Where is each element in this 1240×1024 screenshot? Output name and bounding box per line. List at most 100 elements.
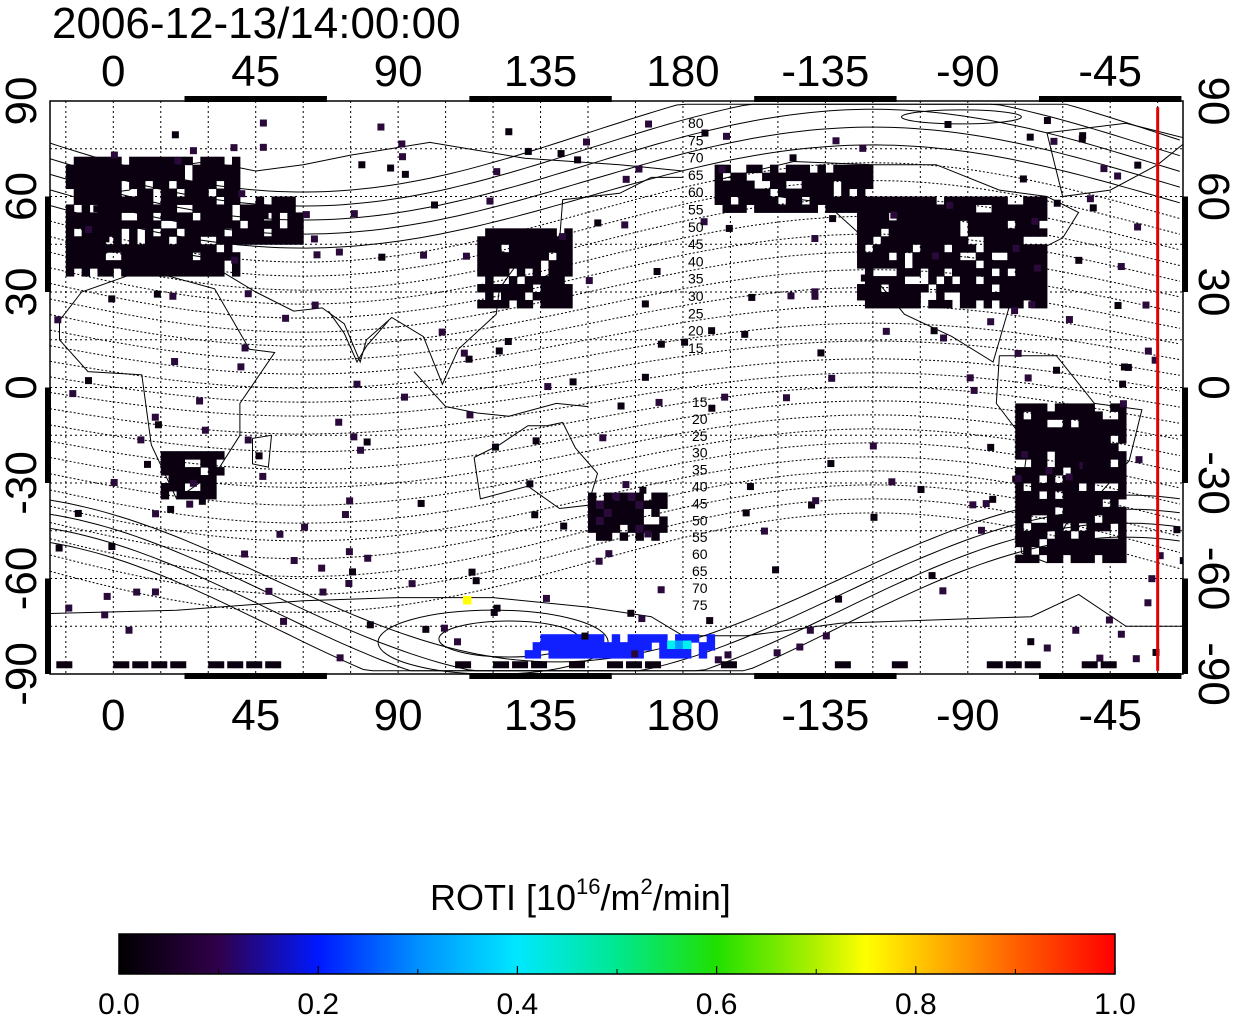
roti-pixel xyxy=(1062,459,1072,468)
roti-pixel xyxy=(777,180,787,190)
roti-pixel xyxy=(55,544,63,552)
roti-pixel xyxy=(603,492,613,502)
roti-pixel xyxy=(667,650,676,659)
roti-pixel xyxy=(975,284,985,293)
roti-pixel xyxy=(651,500,660,509)
contour-label-north: 20 xyxy=(688,323,704,339)
roti-pixel xyxy=(806,626,814,634)
roti-pixel xyxy=(999,196,1008,205)
roti-pixel xyxy=(1072,626,1080,634)
roti-pixel xyxy=(144,220,154,229)
roti-pixel xyxy=(1102,490,1111,500)
roti-pixel xyxy=(983,292,993,301)
roti-pixel xyxy=(1086,411,1095,420)
roti-pixel xyxy=(81,268,91,277)
roti-pixel xyxy=(129,172,138,182)
x-tick-label-top: 180 xyxy=(646,47,719,96)
roti-pixel xyxy=(548,634,557,643)
roti-pixel xyxy=(200,268,209,277)
roti-pixel xyxy=(558,233,566,241)
roti-pixel xyxy=(160,483,170,492)
roti-pixel xyxy=(864,228,874,237)
roti-pixel xyxy=(920,196,929,205)
roti-pixel xyxy=(890,211,898,219)
roti-pixel xyxy=(208,172,217,182)
roti-pixel xyxy=(1031,490,1040,500)
roti-pixel xyxy=(789,154,797,162)
roti-pixel xyxy=(65,180,75,190)
roti-pixel xyxy=(1054,467,1064,476)
roti-pixel xyxy=(198,497,206,505)
roti-pixel xyxy=(1070,498,1080,508)
roti-pixel xyxy=(477,260,486,269)
roti-pixel xyxy=(930,327,938,335)
roti-pixel xyxy=(1015,451,1024,460)
roti-pixel xyxy=(231,180,241,190)
roti-pixel xyxy=(936,220,945,229)
roti-pixel xyxy=(896,212,905,221)
roti-pixel xyxy=(1039,252,1048,261)
roti-pixel xyxy=(888,244,898,253)
roti-pixel xyxy=(1046,435,1056,444)
x-tick-label-bottom: -45 xyxy=(1078,691,1142,740)
roti-pixel xyxy=(113,188,122,197)
roti-pixel xyxy=(639,486,647,494)
contour-label-south: 30 xyxy=(692,445,708,461)
roti-pixel xyxy=(651,532,660,541)
roti-pixel xyxy=(991,236,1000,245)
roti-pixel xyxy=(1031,284,1040,293)
roti-pixel xyxy=(1031,252,1040,261)
roti-pixel xyxy=(105,172,114,182)
roti-pixel xyxy=(1015,498,1024,508)
roti-pixel xyxy=(176,172,186,182)
roti-pixel xyxy=(1118,506,1127,516)
roti-pixel xyxy=(152,204,162,213)
roti-pixel xyxy=(224,180,233,190)
roti-pixel xyxy=(1015,530,1024,540)
roti-pixel xyxy=(224,204,233,213)
roti-pixel xyxy=(129,244,138,253)
roti-pixel xyxy=(951,260,961,269)
roti-pixel xyxy=(714,172,724,182)
roti-pixel xyxy=(1023,490,1032,500)
roti-pixel xyxy=(864,172,874,182)
roti-pixel xyxy=(255,452,263,460)
roti-pixel xyxy=(485,284,494,293)
roti-pixel xyxy=(603,532,613,541)
roti-pixel xyxy=(1078,411,1087,420)
edge-bar-left xyxy=(45,578,51,674)
roti-pixel xyxy=(722,188,731,197)
roti-pixel xyxy=(564,634,573,643)
roti-pixel xyxy=(531,661,548,669)
roti-pixel xyxy=(1102,459,1111,468)
roti-pixel xyxy=(143,460,151,468)
roti-pixel xyxy=(904,284,913,293)
roti-pixel xyxy=(493,268,502,277)
roti-pixel xyxy=(1039,244,1048,253)
roti-pixel xyxy=(504,337,512,345)
roti-pixel xyxy=(301,523,309,531)
roti-pixel xyxy=(1039,467,1048,476)
roti-pixel xyxy=(89,252,98,261)
roti-pixel xyxy=(611,508,621,517)
roti-pixel xyxy=(880,292,890,301)
roti-pixel xyxy=(1086,427,1095,436)
roti-pixel xyxy=(983,284,993,293)
roti-pixel xyxy=(462,252,470,260)
contour-label-north: 35 xyxy=(688,271,704,287)
roti-pixel xyxy=(1081,661,1098,669)
roti-pixel xyxy=(1015,276,1024,285)
roti-pixel xyxy=(192,172,201,182)
roti-pixel xyxy=(263,236,273,245)
roti-pixel xyxy=(785,164,795,174)
colorbar xyxy=(118,933,1116,975)
roti-pixel xyxy=(970,386,978,394)
roti-pixel xyxy=(857,204,866,213)
roti-pixel xyxy=(872,204,882,213)
roti-pixel xyxy=(490,608,498,616)
roti-pixel xyxy=(1089,204,1097,212)
roti-pixel xyxy=(1054,451,1064,460)
roti-pixel xyxy=(171,358,179,366)
roti-pixel xyxy=(1078,498,1087,508)
roti-pixel xyxy=(1062,451,1072,460)
